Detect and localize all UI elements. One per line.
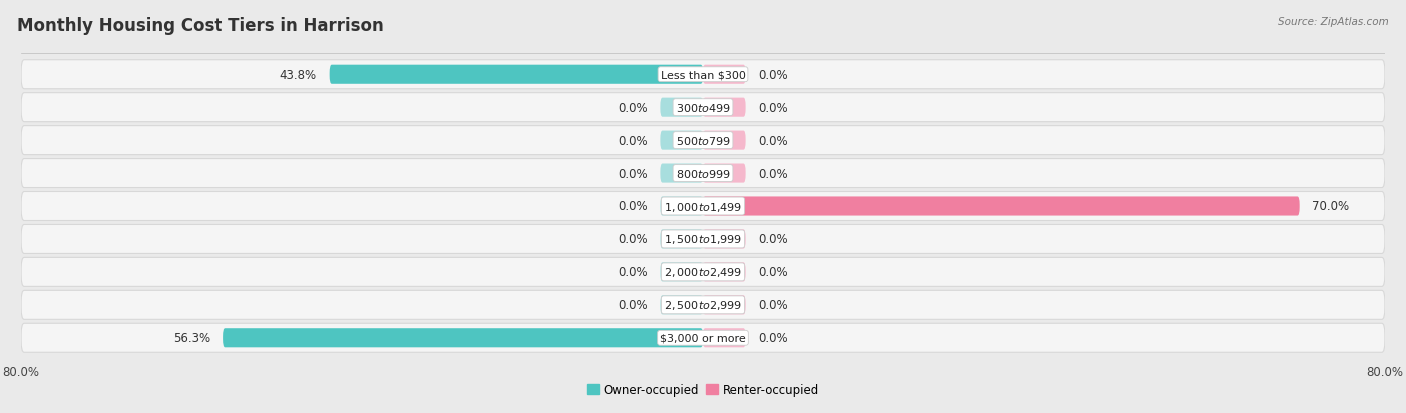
Text: 0.0%: 0.0% xyxy=(619,299,648,311)
Text: 0.0%: 0.0% xyxy=(758,266,787,279)
FancyBboxPatch shape xyxy=(21,61,1385,90)
Text: $300 to $499: $300 to $499 xyxy=(675,102,731,114)
FancyBboxPatch shape xyxy=(224,328,703,347)
FancyBboxPatch shape xyxy=(661,230,703,249)
FancyBboxPatch shape xyxy=(703,164,745,183)
FancyBboxPatch shape xyxy=(21,225,1385,254)
Text: 0.0%: 0.0% xyxy=(758,134,787,147)
Text: 0.0%: 0.0% xyxy=(619,200,648,213)
FancyBboxPatch shape xyxy=(661,263,703,282)
Text: 0.0%: 0.0% xyxy=(758,102,787,114)
Text: $3,000 or more: $3,000 or more xyxy=(661,333,745,343)
FancyBboxPatch shape xyxy=(21,291,1385,320)
Text: 56.3%: 56.3% xyxy=(173,332,211,344)
FancyBboxPatch shape xyxy=(661,98,703,117)
Text: 0.0%: 0.0% xyxy=(758,69,787,81)
Text: 0.0%: 0.0% xyxy=(758,299,787,311)
Text: 0.0%: 0.0% xyxy=(619,167,648,180)
Text: $2,000 to $2,499: $2,000 to $2,499 xyxy=(664,266,742,279)
FancyBboxPatch shape xyxy=(703,197,1299,216)
FancyBboxPatch shape xyxy=(21,159,1385,188)
FancyBboxPatch shape xyxy=(21,93,1385,122)
Text: 43.8%: 43.8% xyxy=(280,69,316,81)
FancyBboxPatch shape xyxy=(661,131,703,150)
FancyBboxPatch shape xyxy=(661,296,703,315)
FancyBboxPatch shape xyxy=(703,328,745,347)
FancyBboxPatch shape xyxy=(661,197,703,216)
Text: 70.0%: 70.0% xyxy=(1312,200,1350,213)
Text: 0.0%: 0.0% xyxy=(619,102,648,114)
Text: Less than $300: Less than $300 xyxy=(661,70,745,80)
FancyBboxPatch shape xyxy=(703,296,745,315)
FancyBboxPatch shape xyxy=(703,230,745,249)
Text: $2,500 to $2,999: $2,500 to $2,999 xyxy=(664,299,742,311)
FancyBboxPatch shape xyxy=(21,323,1385,352)
Text: Monthly Housing Cost Tiers in Harrison: Monthly Housing Cost Tiers in Harrison xyxy=(17,17,384,34)
Text: $1,500 to $1,999: $1,500 to $1,999 xyxy=(664,233,742,246)
Text: $500 to $799: $500 to $799 xyxy=(675,135,731,147)
Text: 0.0%: 0.0% xyxy=(619,266,648,279)
Legend: Owner-occupied, Renter-occupied: Owner-occupied, Renter-occupied xyxy=(582,378,824,401)
FancyBboxPatch shape xyxy=(703,131,745,150)
FancyBboxPatch shape xyxy=(703,66,745,85)
FancyBboxPatch shape xyxy=(21,126,1385,155)
FancyBboxPatch shape xyxy=(661,164,703,183)
FancyBboxPatch shape xyxy=(703,263,745,282)
Text: 0.0%: 0.0% xyxy=(758,233,787,246)
Text: Source: ZipAtlas.com: Source: ZipAtlas.com xyxy=(1278,17,1389,26)
Text: 0.0%: 0.0% xyxy=(619,233,648,246)
Text: $1,000 to $1,499: $1,000 to $1,499 xyxy=(664,200,742,213)
Text: 0.0%: 0.0% xyxy=(619,134,648,147)
Text: 0.0%: 0.0% xyxy=(758,332,787,344)
Text: $800 to $999: $800 to $999 xyxy=(675,168,731,180)
FancyBboxPatch shape xyxy=(21,192,1385,221)
FancyBboxPatch shape xyxy=(329,66,703,85)
FancyBboxPatch shape xyxy=(703,98,745,117)
FancyBboxPatch shape xyxy=(21,258,1385,287)
Text: 0.0%: 0.0% xyxy=(758,167,787,180)
